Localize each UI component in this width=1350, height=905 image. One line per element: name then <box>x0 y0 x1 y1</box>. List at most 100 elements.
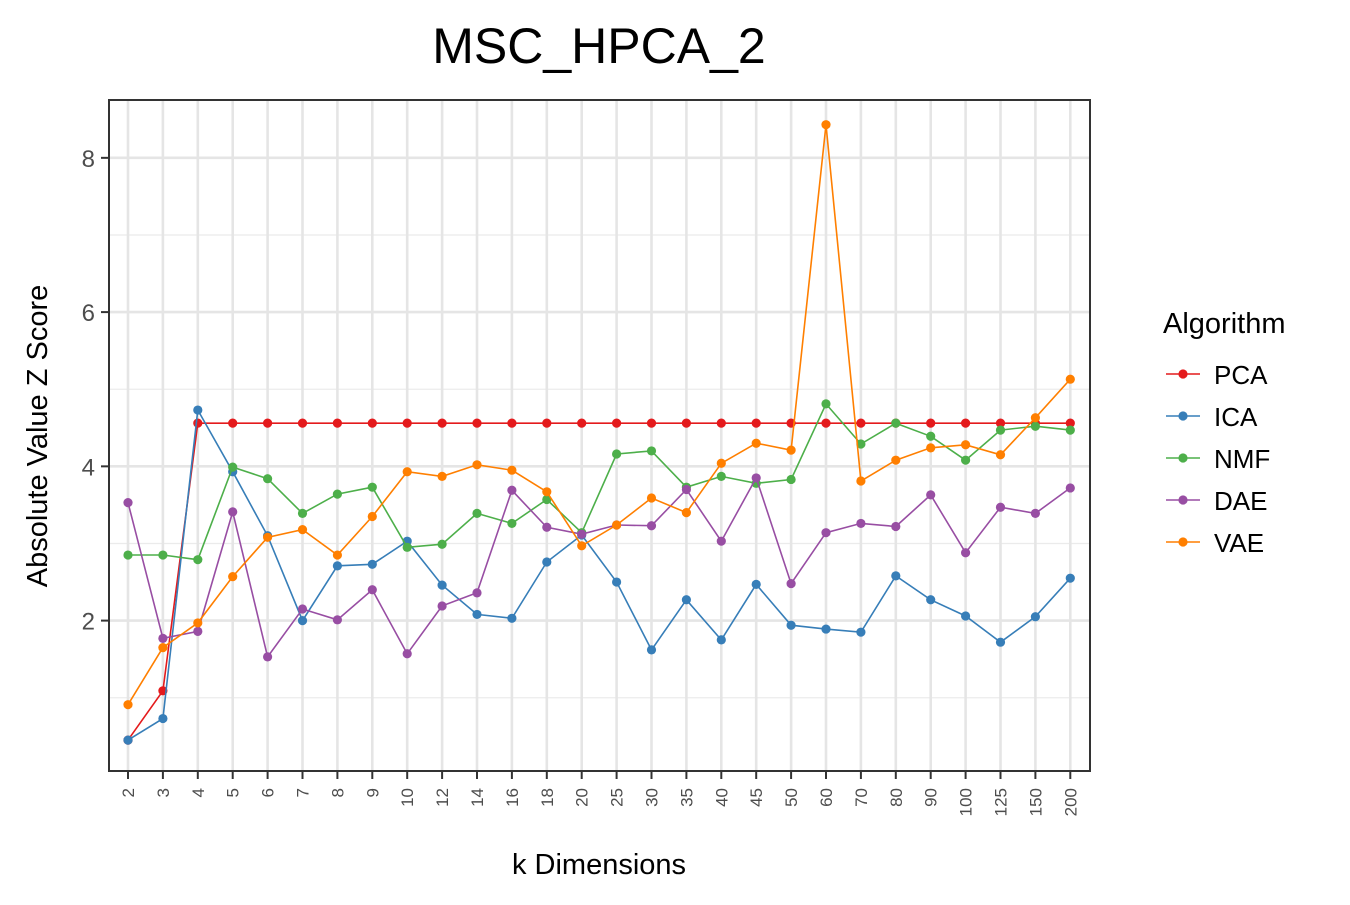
data-point <box>786 445 796 455</box>
data-point <box>542 418 552 428</box>
data-point <box>821 528 831 538</box>
data-point <box>716 635 726 645</box>
grid <box>109 100 1090 771</box>
x-tick-label: 70 <box>852 788 871 807</box>
x-tick-label: 80 <box>887 788 906 807</box>
data-point <box>263 532 273 542</box>
x-tick-label: 8 <box>328 788 347 797</box>
data-point <box>821 624 831 634</box>
data-point <box>297 604 308 614</box>
legend-item-pca: PCA <box>1166 360 1268 390</box>
data-point <box>263 652 273 662</box>
data-point <box>402 542 412 552</box>
data-point <box>716 418 726 428</box>
legend-item-nmf: NMF <box>1166 444 1270 474</box>
x-tick-label: 16 <box>503 788 522 807</box>
data-point <box>193 626 203 637</box>
data-point <box>123 498 133 508</box>
data-point <box>751 473 761 483</box>
data-point <box>158 633 168 643</box>
data-point <box>402 467 412 477</box>
data-point <box>367 482 377 492</box>
data-point <box>577 541 587 551</box>
series-line-dae <box>127 475 1071 659</box>
data-point <box>612 418 622 428</box>
data-point <box>716 471 726 481</box>
data-point <box>856 518 866 529</box>
x-tick-label: 50 <box>782 788 801 807</box>
x-tick-label: 4 <box>189 788 208 797</box>
data-point <box>437 539 447 549</box>
data-point <box>1030 413 1040 423</box>
data-point <box>437 471 447 481</box>
data-point <box>716 536 726 546</box>
data-point <box>821 399 831 409</box>
data-point <box>263 418 273 428</box>
data-point <box>263 474 273 484</box>
data-point <box>1065 483 1075 493</box>
x-tick-label: 20 <box>573 788 592 807</box>
series-line-pca <box>127 422 1071 741</box>
data-point <box>193 405 203 415</box>
data-point <box>297 524 308 535</box>
chart-title: MSC_HPCA_2 <box>432 18 765 74</box>
x-tick-label: 9 <box>363 788 382 797</box>
data-point <box>751 438 761 448</box>
data-point <box>472 460 482 470</box>
legend-title: Algorithm <box>1163 308 1286 340</box>
data-point <box>751 579 761 589</box>
series-ica <box>123 405 1075 745</box>
data-point <box>926 418 936 428</box>
data-point <box>472 508 482 518</box>
x-tick-label: 90 <box>922 788 941 807</box>
data-point <box>961 455 971 465</box>
legend-item-ica: ICA <box>1166 402 1258 432</box>
data-point <box>1030 612 1040 622</box>
series-line-ica <box>127 407 1071 741</box>
data-point <box>437 418 447 428</box>
data-point <box>472 588 482 598</box>
data-point <box>646 446 657 456</box>
data-point <box>995 450 1006 460</box>
series-line-vae <box>127 124 1071 706</box>
data-point <box>437 580 447 590</box>
data-point <box>367 559 377 569</box>
series-line-nmf <box>128 402 1071 561</box>
data-point <box>646 645 657 655</box>
data-point <box>158 642 168 653</box>
series-layer <box>123 120 1075 745</box>
x-tick-label: 35 <box>677 788 696 807</box>
data-point <box>158 550 168 560</box>
data-point <box>681 508 692 518</box>
data-point <box>926 490 936 500</box>
data-point <box>367 585 377 595</box>
legend-items: PCA ICA NMF DAE VAE <box>1166 360 1270 558</box>
data-point <box>193 418 203 428</box>
data-point <box>786 474 796 485</box>
data-point <box>577 529 587 539</box>
data-point <box>228 418 238 428</box>
data-point <box>612 449 622 459</box>
x-tick-label: 18 <box>538 788 557 807</box>
x-tick-label: 14 <box>468 788 487 807</box>
data-point <box>856 418 866 428</box>
data-point <box>646 521 657 531</box>
data-point <box>786 578 796 589</box>
x-tick-label: 45 <box>747 788 766 807</box>
data-point <box>995 502 1006 512</box>
data-point <box>367 511 377 522</box>
data-point <box>1030 508 1040 518</box>
legend-key-point <box>1178 537 1188 547</box>
data-point <box>332 561 342 571</box>
data-point <box>123 550 133 560</box>
y-axis-ticks: 2 4 6 8 <box>82 146 109 636</box>
data-point <box>507 518 517 529</box>
legend-label: ICA <box>1214 402 1258 432</box>
x-tick-label: 30 <box>643 788 662 807</box>
data-point <box>995 418 1006 428</box>
legend-label: VAE <box>1214 528 1264 558</box>
data-point <box>961 440 971 450</box>
data-point <box>1030 421 1040 431</box>
data-point <box>402 418 412 428</box>
